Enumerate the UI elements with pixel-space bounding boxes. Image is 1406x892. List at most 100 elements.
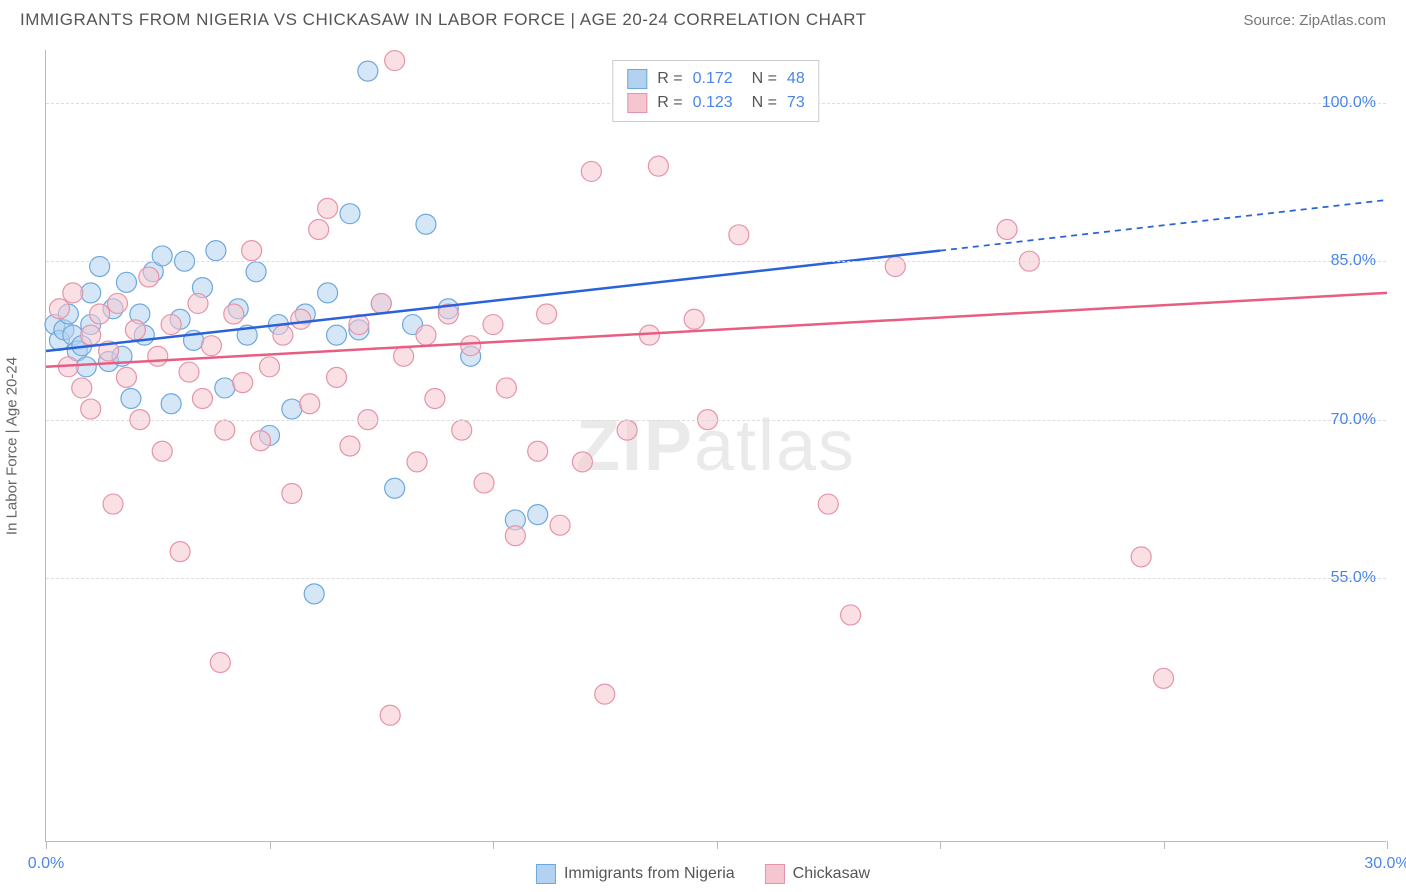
scatter-point: [595, 684, 615, 704]
scatter-point: [81, 399, 101, 419]
x-tick: [940, 841, 941, 849]
gridline: [46, 420, 1386, 421]
scatter-plot: [46, 50, 1386, 841]
scatter-point: [233, 373, 253, 393]
scatter-point: [121, 388, 141, 408]
scatter-point: [116, 367, 136, 387]
scatter-point: [72, 378, 92, 398]
scatter-point: [291, 309, 311, 329]
scatter-point: [380, 705, 400, 725]
scatter-point: [407, 452, 427, 472]
scatter-point: [246, 262, 266, 282]
scatter-point: [1131, 547, 1151, 567]
scatter-point: [260, 357, 280, 377]
scatter-point: [90, 256, 110, 276]
scatter-point: [474, 473, 494, 493]
r-label: R =: [657, 70, 682, 88]
legend-item: Immigrants from Nigeria: [536, 864, 735, 884]
scatter-point: [537, 304, 557, 324]
scatter-point: [729, 225, 749, 245]
scatter-point: [340, 204, 360, 224]
legend-swatch: [627, 69, 647, 89]
chart-area: ZIPatlas R = 0.172 N = 48R = 0.123 N = 7…: [45, 50, 1386, 842]
scatter-point: [416, 325, 436, 345]
gridline: [46, 578, 1386, 579]
gridline: [46, 261, 1386, 262]
scatter-point: [818, 494, 838, 514]
scatter-point: [304, 584, 324, 604]
scatter-point: [572, 452, 592, 472]
scatter-point: [461, 336, 481, 356]
scatter-point: [170, 542, 190, 562]
scatter-point: [528, 505, 548, 525]
x-tick: [1164, 841, 1165, 849]
legend-label: Immigrants from Nigeria: [564, 865, 735, 883]
legend-item: Chickasaw: [765, 864, 870, 884]
scatter-point: [273, 325, 293, 345]
scatter-point: [148, 346, 168, 366]
scatter-point: [885, 256, 905, 276]
scatter-point: [318, 283, 338, 303]
scatter-point: [309, 220, 329, 240]
x-tick: [270, 841, 271, 849]
scatter-point: [108, 293, 128, 313]
scatter-point: [282, 399, 302, 419]
scatter-point: [161, 315, 181, 335]
scatter-point: [215, 420, 235, 440]
scatter-point: [416, 214, 436, 234]
n-value: 73: [787, 94, 805, 112]
scatter-point: [385, 478, 405, 498]
x-tick: [717, 841, 718, 849]
scatter-point: [206, 241, 226, 261]
n-label: N =: [743, 94, 777, 112]
scatter-point: [327, 367, 347, 387]
chart-title: IMMIGRANTS FROM NIGERIA VS CHICKASAW IN …: [20, 10, 867, 30]
scatter-point: [90, 304, 110, 324]
scatter-point: [318, 198, 338, 218]
scatter-point: [385, 51, 405, 71]
correlation-legend: R = 0.172 N = 48R = 0.123 N = 73: [612, 60, 819, 122]
scatter-point: [63, 283, 83, 303]
legend-swatch: [627, 93, 647, 113]
scatter-point: [394, 346, 414, 366]
scatter-point: [617, 420, 637, 440]
y-tick-label: 100.0%: [1322, 94, 1376, 112]
scatter-point: [152, 441, 172, 461]
scatter-point: [340, 436, 360, 456]
x-tick-label: 0.0%: [28, 855, 64, 873]
source-label: Source: ZipAtlas.com: [1243, 12, 1386, 29]
legend-row: R = 0.123 N = 73: [627, 91, 804, 115]
scatter-point: [76, 357, 96, 377]
scatter-point: [528, 441, 548, 461]
scatter-point: [242, 241, 262, 261]
y-tick-label: 70.0%: [1331, 411, 1376, 429]
x-tick-label: 30.0%: [1364, 855, 1406, 873]
legend-label: Chickasaw: [793, 865, 870, 883]
scatter-point: [425, 388, 445, 408]
scatter-point: [139, 267, 159, 287]
scatter-point: [210, 652, 230, 672]
scatter-point: [179, 362, 199, 382]
x-tick: [46, 841, 47, 849]
scatter-point: [251, 431, 271, 451]
scatter-point: [371, 293, 391, 313]
scatter-point: [327, 325, 347, 345]
scatter-point: [188, 293, 208, 313]
scatter-point: [125, 320, 145, 340]
scatter-point: [550, 515, 570, 535]
scatter-point: [684, 309, 704, 329]
scatter-point: [192, 388, 212, 408]
y-tick-label: 85.0%: [1331, 252, 1376, 270]
legend-swatch: [765, 864, 785, 884]
scatter-point: [1154, 668, 1174, 688]
scatter-point: [201, 336, 221, 356]
scatter-point: [300, 394, 320, 414]
r-value: 0.123: [693, 94, 733, 112]
scatter-point: [581, 161, 601, 181]
n-label: N =: [743, 70, 777, 88]
y-tick-label: 55.0%: [1331, 569, 1376, 587]
scatter-point: [49, 299, 69, 319]
y-axis-label: In Labor Force | Age 20-24: [4, 357, 21, 535]
legend-row: R = 0.172 N = 48: [627, 67, 804, 91]
scatter-point: [282, 484, 302, 504]
